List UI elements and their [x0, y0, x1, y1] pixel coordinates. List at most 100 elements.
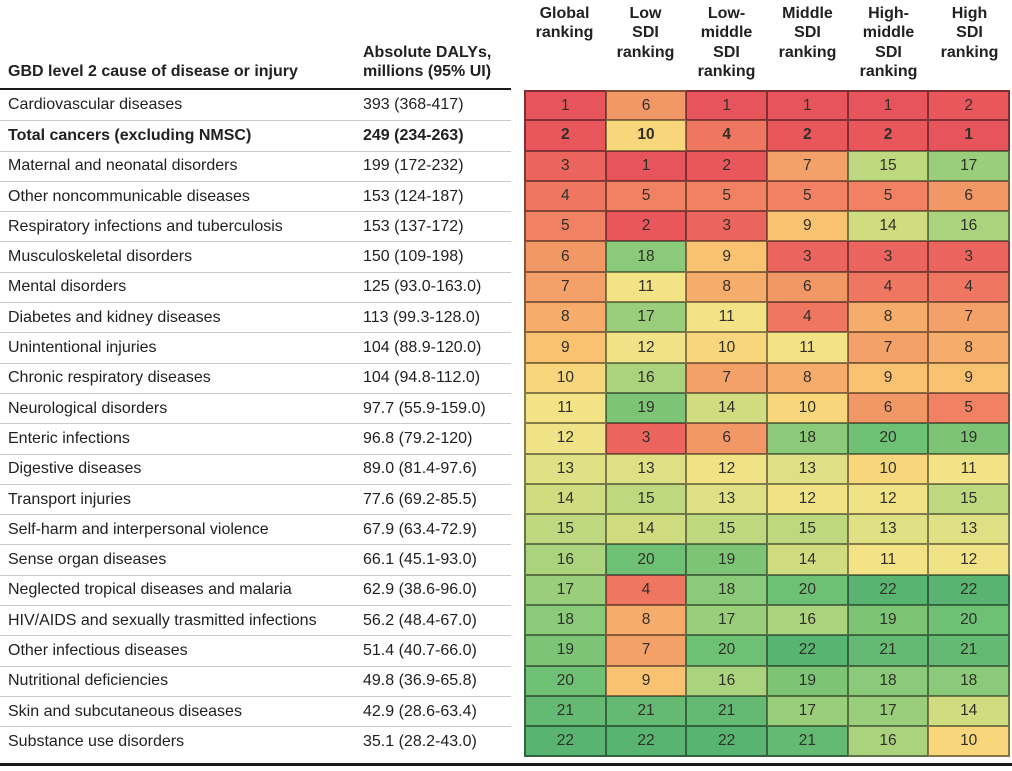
dalys-value-cell: 51.4 (40.7-66.0)	[355, 635, 511, 665]
table-row: Neurological disorders 97.7 (55.9-159.0)…	[0, 392, 1012, 424]
rank-cell: 15	[847, 150, 929, 181]
row-spacer	[511, 635, 524, 665]
rank-cell: 17	[686, 605, 768, 636]
rank-cell: 14	[686, 392, 768, 424]
rank-cell: 11	[686, 302, 768, 333]
rank-cell: 21	[767, 726, 848, 757]
table-row: Skin and subcutaneous diseases 42.9 (28.…	[0, 695, 1012, 727]
rank-strip: 3 1 2 7 15 17	[524, 150, 1011, 181]
rank-cell: 8	[524, 302, 606, 333]
rank-cell: 8	[847, 302, 929, 333]
rank-cell: 15	[928, 483, 1011, 515]
table-row: Diabetes and kidney diseases 113 (99.3-1…	[0, 302, 1012, 333]
rank-cell: 12	[686, 453, 768, 484]
cause-name-cell: Mental disorders	[0, 271, 355, 302]
rank-strip: 12 3 6 18 20 19	[524, 423, 1011, 454]
rank-cell: 2	[767, 120, 848, 151]
rank-strip: 14 15 13 12 12 15	[524, 483, 1011, 515]
cause-name-cell: Musculoskeletal disorders	[0, 241, 355, 271]
cause-name-cell: Chronic respiratory diseases	[0, 362, 355, 393]
bottom-rule	[0, 762, 1012, 766]
dalys-value-cell: 199 (172-232)	[355, 150, 511, 181]
cause-name-cell: HIV/AIDS and sexually trasmitted infecti…	[0, 605, 355, 635]
rank-cell: 4	[767, 302, 848, 333]
rank-cell: 22	[686, 726, 768, 757]
rank-cell: 14	[605, 514, 687, 545]
rank-strip: 16 20 19 14 11 12	[524, 544, 1011, 575]
rank-strip: 6 18 9 3 3 3	[524, 241, 1011, 272]
rank-cell: 21	[928, 635, 1011, 666]
cause-name-cell: Neglected tropical diseases and malaria	[0, 574, 355, 605]
rank-cell: 10	[847, 453, 929, 484]
dalys-value-cell: 153 (124-187)	[355, 180, 511, 211]
rank-cell: 6	[767, 271, 848, 303]
rank-cell: 21	[524, 695, 606, 727]
rank-cell: 9	[524, 332, 606, 363]
table-row: Neglected tropical diseases and malaria …	[0, 574, 1012, 606]
rank-cell: 22	[524, 726, 606, 757]
rank-cell: 21	[686, 695, 768, 727]
rank-cell: 16	[605, 362, 687, 393]
rank-cell: 10	[605, 120, 687, 151]
rank-cell: 7	[605, 635, 687, 666]
cause-name-cell: Digestive diseases	[0, 453, 355, 484]
rank-cell: 16	[767, 605, 848, 636]
rank-cell: 6	[847, 392, 929, 424]
rank-strip: 18 8 17 16 19 20	[524, 605, 1011, 636]
row-spacer	[511, 211, 524, 241]
table-header: GBD level 2 cause of disease or injury A…	[0, 2, 1012, 88]
dalys-value-cell: 104 (94.8-112.0)	[355, 362, 511, 393]
row-spacer	[511, 272, 524, 302]
rank-cell: 13	[767, 453, 848, 484]
rank-strip: 15 14 15 15 13 13	[524, 514, 1011, 545]
rank-cell: 13	[605, 453, 687, 484]
rank-cell: 17	[524, 574, 606, 606]
rank-cell: 14	[847, 211, 929, 242]
table-row: Respiratory infections and tuberculosis …	[0, 211, 1012, 242]
dalys-value-cell: 393 (368-417)	[363, 96, 464, 114]
cause-name-cell: Other noncommunicable diseases	[0, 180, 355, 211]
row-spacer	[511, 90, 524, 120]
rank-cell: 20	[524, 665, 606, 696]
rank-cell: 2	[524, 120, 606, 151]
rank-cell: 8	[928, 332, 1011, 363]
rank-cell: 6	[928, 180, 1011, 212]
rank-cell: 12	[928, 544, 1011, 575]
row-spacer	[511, 726, 524, 756]
rank-cell: 12	[847, 483, 929, 515]
cause-name-cell: Enteric infections	[0, 423, 355, 453]
table-row: Unintentional injuries 104 (88.9-120.0) …	[0, 332, 1012, 363]
rank-cell: 16	[524, 544, 606, 575]
dalys-value-cell: 35.1 (28.2-43.0)	[355, 726, 511, 756]
rank-cell: 3	[686, 211, 768, 242]
rank-strip: 20 9 16 19 18 18	[524, 665, 1011, 696]
rank-cell: 8	[686, 271, 768, 303]
rank-cell: 13	[686, 483, 768, 515]
cause-name-cell: Neurological disorders	[0, 392, 355, 423]
rank-cell: 20	[767, 574, 848, 606]
row-spacer	[511, 696, 524, 726]
rank-cell: 1	[928, 120, 1011, 151]
table-row: Total cancers (excluding NMSC) 249 (234-…	[0, 120, 1012, 151]
rank-cell: 4	[524, 180, 606, 212]
rank-cell: 6	[686, 423, 768, 454]
low-middle-sdi-ranking-header: Low- middle SDI ranking	[697, 5, 756, 80]
row-spacer	[511, 544, 524, 574]
rank-cell: 16	[686, 665, 768, 696]
rank-cell: 17	[605, 302, 687, 333]
rank-cell: 11	[847, 544, 929, 575]
cause-column-header: GBD level 2 cause of disease or injury	[8, 62, 298, 80]
rank-cell: 13	[847, 514, 929, 545]
table-row: Mental disorders 125 (93.0-163.0) 7 11 8 6 4…	[0, 271, 1012, 303]
ranking-headers: Global ranking Low SDI ranking Low- midd…	[524, 4, 1010, 88]
rank-cell: 15	[524, 514, 606, 545]
table-row: Transport injuries 77.6 (69.2-85.5) 14 15…	[0, 483, 1012, 515]
dalys-value-cell: 62.9 (38.6-96.0)	[355, 574, 511, 605]
table-row: Digestive diseases 89.0 (81.4-97.6) 13 13…	[0, 453, 1012, 484]
rank-strip: 9 12 10 11 7 8	[524, 332, 1011, 363]
rank-cell: 18	[686, 574, 768, 606]
